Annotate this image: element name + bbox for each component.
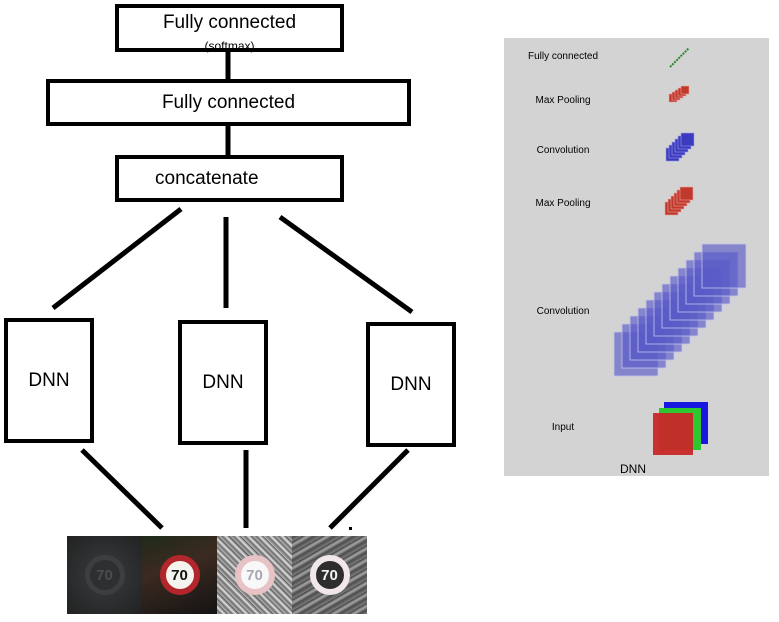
connector-input-to-dnn3 xyxy=(328,448,410,530)
dnn-column-3: DNN xyxy=(366,322,456,447)
layer-label-fully-connected: Fully connected xyxy=(527,51,599,62)
dnn-column-1: DNN xyxy=(4,318,94,443)
panel-caption: DNN xyxy=(620,462,646,476)
input-image-color: 70 xyxy=(142,536,217,614)
fully-connected-softmax-layer: Fully connected (softmax) xyxy=(115,4,344,53)
fully-connected-layer: Fully connected xyxy=(46,79,411,126)
layer-label-convolution: Convolution xyxy=(536,145,590,156)
dnn-label: DNN xyxy=(28,369,70,391)
input-rgb-glyph xyxy=(653,402,708,455)
fc-label: Fully connected xyxy=(161,91,296,113)
concatenate-label: concatenate xyxy=(155,167,259,189)
connector-dnn3-to-concat xyxy=(278,214,414,315)
speed-sign-icon: 70 xyxy=(84,555,125,595)
layer-label-max-pooling: Max Pooling xyxy=(535,95,591,106)
dnn-architecture-panel: Fully connected Max Pooling Convolution … xyxy=(504,38,769,476)
layer-label-convolution-2: Convolution xyxy=(536,306,590,317)
dnn-label: DNN xyxy=(202,371,244,393)
dnn-label: DNN xyxy=(390,373,432,395)
fc-softmax-sublabel: (softmax) xyxy=(204,39,255,53)
speed-sign-icon: 70 xyxy=(309,555,350,595)
layer-label-input: Input xyxy=(551,422,575,433)
dnn-column-2: DNN xyxy=(178,320,268,445)
layer-glyphs xyxy=(613,47,747,455)
convolution-glyph-small xyxy=(665,132,695,162)
max-pooling-glyph-large xyxy=(664,186,694,216)
speed-sign-icon: 70 xyxy=(159,555,200,595)
connector-dnn1-to-concat xyxy=(51,207,183,310)
speed-sign-icon: 70 xyxy=(234,555,275,595)
fully-connected-glyph xyxy=(669,47,690,68)
max-pooling-glyph-small xyxy=(668,85,690,103)
input-image-strip: 70 70 70 70 xyxy=(67,536,367,614)
stray-dot xyxy=(349,527,352,530)
layer-label-max-pooling-2: Max Pooling xyxy=(535,198,591,209)
concatenate-layer: concatenate xyxy=(115,155,344,202)
input-image-light-noisy: 70 xyxy=(217,536,292,614)
convolution-glyph-large xyxy=(613,243,747,377)
input-image-dark: 70 xyxy=(67,536,142,614)
connector-input-to-dnn1 xyxy=(80,448,164,530)
input-image-dark-noisy: 70 xyxy=(292,536,367,614)
fc-softmax-label: Fully connected xyxy=(162,12,297,33)
